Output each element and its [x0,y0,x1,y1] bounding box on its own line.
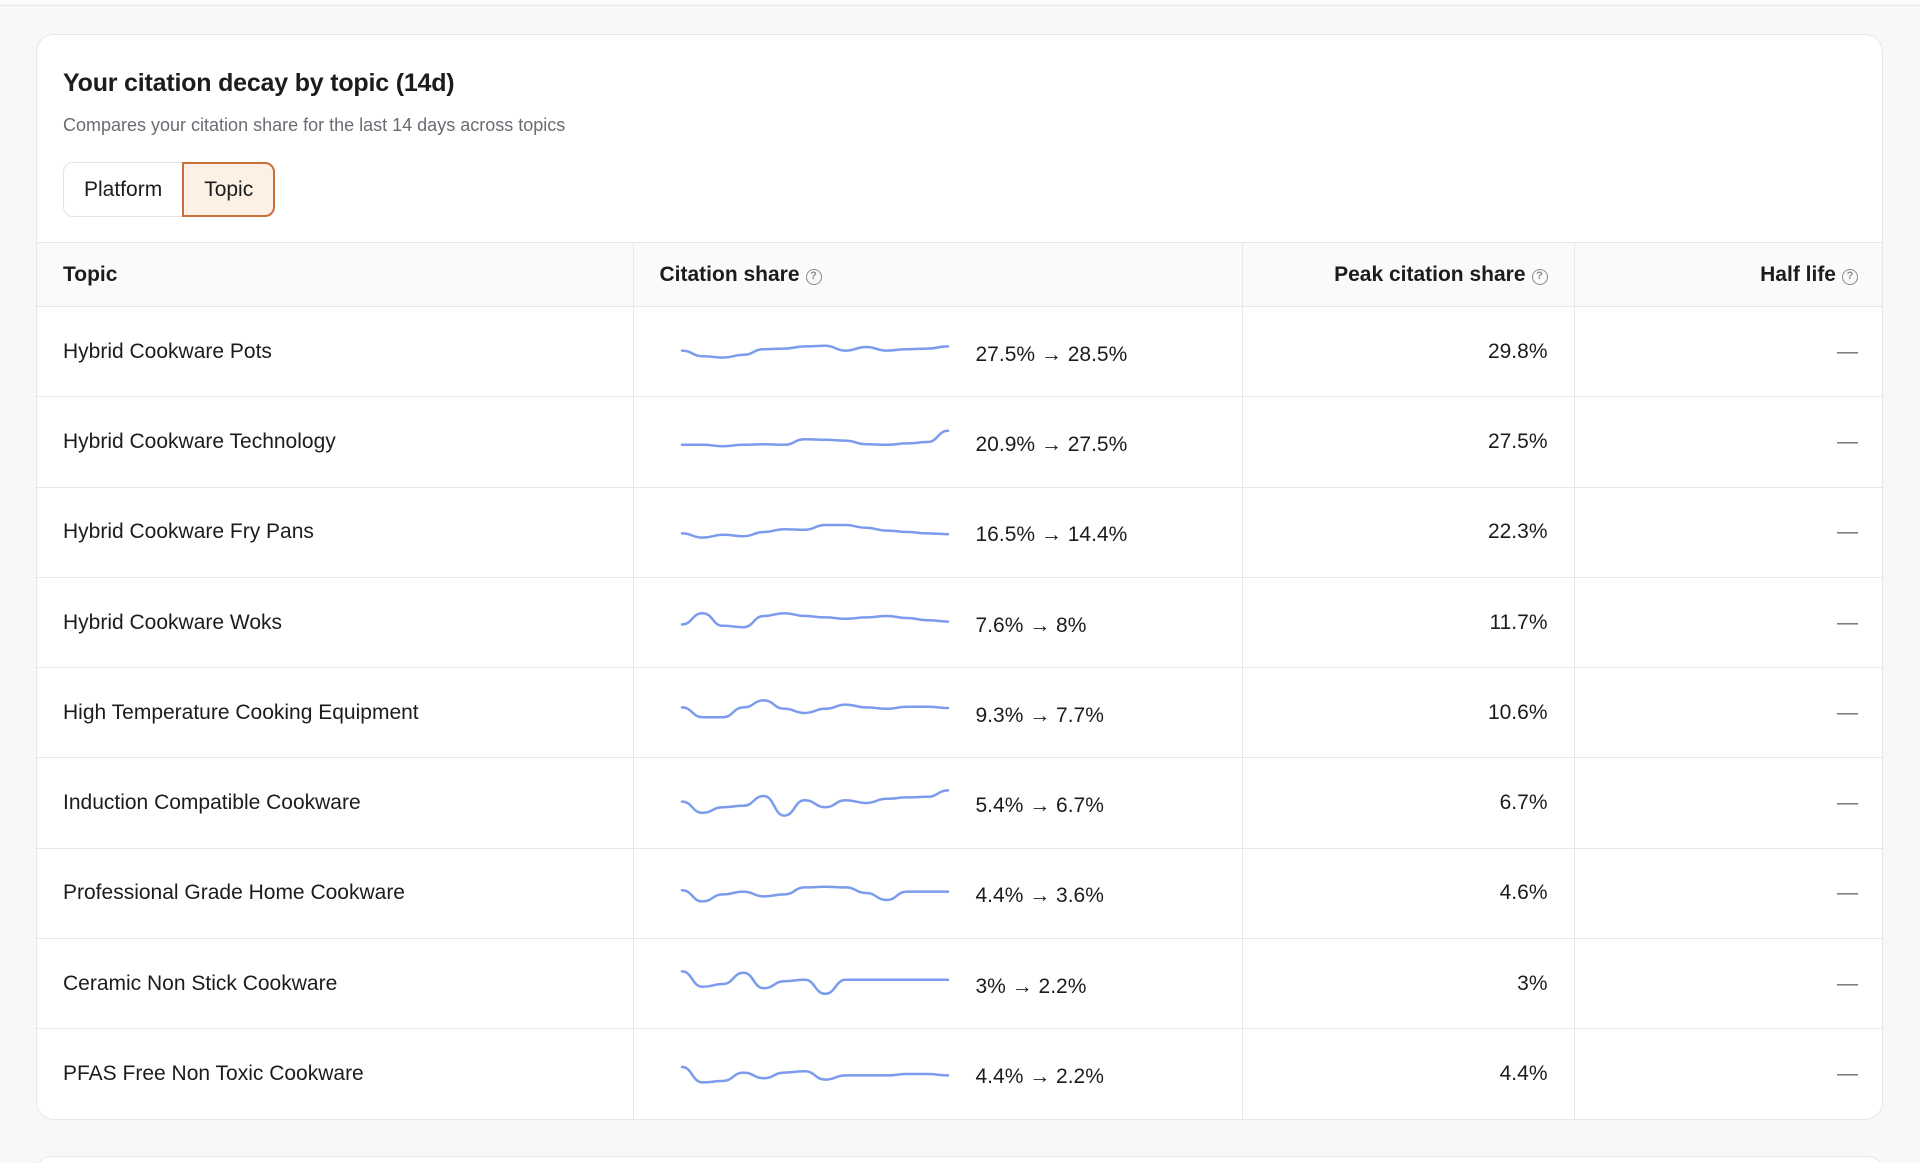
sparkline [680,885,949,904]
card-header: Your citation decay by topic (14d) Compa… [37,35,1882,242]
citation-decay-card: Your citation decay by topic (14d) Compa… [36,34,1883,1120]
view-toggle: Platform Topic [63,162,276,217]
peak-share: 29.8% [1241,306,1574,398]
share-change: 7.6% → 8% [975,613,1087,637]
peak-share: 11.7% [1241,577,1574,669]
share-change: 20.9% → 27.5% [975,432,1128,456]
share-change: 4.4% → 2.2% [975,1065,1104,1089]
citation-share-cell: 27.5% → 28.5% [632,306,1242,398]
topic-name: PFAS Free Non Toxic Cookware [63,1062,364,1086]
share-change: 27.5% → 28.5% [975,342,1128,366]
sparkline-series [680,969,949,995]
table-row[interactable]: Hybrid Cookware Fry Pans 16.5% → 14.4% 2… [37,487,1882,578]
half-life: — [1573,396,1882,488]
topic-name: Hybrid Cookware Woks [37,577,633,669]
sparkline [680,429,949,448]
topic-name: Hybrid Cookware Technology [37,396,633,488]
sparkline-series [680,611,949,628]
sparkline-series [680,1066,949,1084]
half-life: — [1573,757,1882,849]
half-life: — [1573,306,1882,398]
peak-share: 22.3% [1241,487,1574,578]
top-divider [0,0,1920,6]
table-row[interactable]: Hybrid Cookware Woks 7.6% → 8% 11.7% — [37,577,1882,669]
topic-name: Professional Grade Home Cookware [37,848,633,940]
sparkline-series [680,698,949,719]
sparkline [680,523,949,540]
citation-share-cell: 20.9% → 27.5% [632,396,1242,488]
column-header-citation-share-label: Citation share [659,262,800,286]
next-card [36,1156,1883,1163]
peak-share: 4.6% [1241,848,1574,940]
column-header-peak-label: Peak citation share [1334,262,1526,286]
table-row[interactable]: Induction Compatible Cookware 5.4% → 6.7… [37,757,1882,849]
table-row[interactable]: Ceramic Non Stick Cookware 3% → 2.2% 3% … [37,938,1882,1030]
column-header-peak[interactable]: Peak citation share? [1241,242,1574,307]
citation-share-cell: 7.6% → 8% [632,577,1242,669]
sparkline [680,789,949,817]
sparkline [680,969,949,995]
share-change: 5.4% → 6.7% [975,794,1104,818]
sparkline-series [680,789,949,817]
citation-share-cell: 4.4% → 3.6% [632,848,1242,940]
share-change: 3% → 2.2% [975,974,1087,998]
column-header-topic-label: Topic [63,262,118,286]
citation-share-cell: 16.5% → 14.4% [632,487,1242,578]
table-row[interactable]: High Temperature Cooking Equipment 9.3% … [37,667,1882,759]
help-icon[interactable]: ? [805,268,822,285]
peak-share: 3% [1241,938,1574,1030]
table-row[interactable]: Hybrid Cookware Technology 20.9% → 27.5%… [37,396,1882,488]
peak-share: 6.7% [1241,757,1574,849]
topic-name: Hybrid Cookware Fry Pans [37,487,633,578]
topic-name: Induction Compatible Cookware [37,757,633,849]
sparkline [680,1066,949,1084]
table-row[interactable]: Hybrid Cookware Pots 27.5% → 28.5% 29.8%… [37,306,1882,398]
table-header-row: Topic Citation share? Peak citation shar… [37,242,1882,307]
sparkline-series [680,429,949,448]
half-life: — [1573,667,1882,759]
half-life: — [1573,938,1882,1030]
topic-name: Ceramic Non Stick Cookware [37,938,633,1030]
column-header-citation-share[interactable]: Citation share? [632,242,1242,307]
topic-name: Hybrid Cookware Pots [37,306,633,398]
topic-name: High Temperature Cooking Equipment [37,667,633,759]
citation-share-cell: 9.3% → 7.7% [632,667,1242,759]
toggle-topic-button[interactable]: Topic [182,162,276,217]
peak-share: 4.4% [1241,1028,1574,1119]
share-change: 4.4% → 3.6% [975,884,1104,908]
column-header-topic[interactable]: Topic [37,242,633,307]
half-life: — [1573,487,1882,578]
peak-share: 10.6% [1241,667,1574,759]
citation-share-cell: 4.4% → 2.2% [632,1028,1242,1119]
help-icon[interactable]: ? [1842,268,1858,285]
share-change: 16.5% → 14.4% [975,523,1128,547]
column-header-half-life[interactable]: Half life? [1573,242,1882,307]
citation-share-cell: 3% → 2.2% [632,938,1242,1030]
sparkline-series [680,885,949,904]
sparkline [680,698,949,719]
column-header-half-life-label: Half life [1760,262,1836,286]
sparkline [680,344,949,359]
share-change: 9.3% → 7.7% [975,703,1104,727]
half-life: — [1573,1028,1882,1119]
table-row[interactable]: Professional Grade Home Cookware 4.4% → … [37,848,1882,940]
card-subtitle: Compares your citation share for the las… [63,115,566,135]
half-life: — [1573,577,1882,669]
topic-table: Topic Citation share? Peak citation shar… [37,242,1882,1119]
citation-share-cell: 5.4% → 6.7% [632,757,1242,849]
sparkline-series [680,523,949,540]
help-icon[interactable]: ? [1531,268,1548,285]
half-life: — [1573,848,1882,940]
sparkline-series [680,344,949,359]
sparkline [680,611,949,628]
table-row[interactable]: PFAS Free Non Toxic Cookware 4.4% → 2.2%… [37,1028,1882,1119]
card-title: Your citation decay by topic (14d) [63,69,455,97]
peak-share: 27.5% [1241,396,1574,488]
toggle-platform-button[interactable]: Platform [63,162,183,217]
